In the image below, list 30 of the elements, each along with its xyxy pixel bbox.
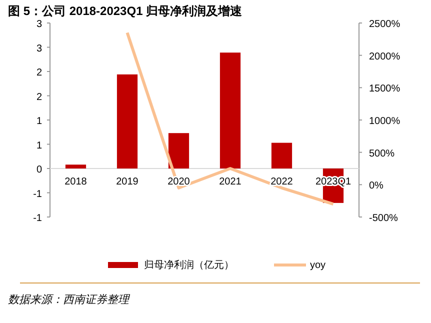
bar xyxy=(220,52,241,168)
source-note: 数据来源：西南证券整理 xyxy=(8,293,131,306)
y-tick-label: -1 xyxy=(33,188,42,200)
y2-tick-label: 1000% xyxy=(369,116,400,127)
y-tick-label: 0 xyxy=(36,164,42,176)
y2-tick-label: 2500% xyxy=(369,19,400,30)
x-tick-label: 2018 xyxy=(64,176,88,188)
y2-tick-label: 0% xyxy=(369,180,384,192)
legend-label: yoy xyxy=(310,260,326,271)
bar xyxy=(65,164,86,168)
y2-tick-label: -500% xyxy=(369,213,398,224)
y-tick-label: 3 xyxy=(36,19,42,30)
x-tick-label: 2019 xyxy=(116,176,139,188)
y2-tick-label: 1500% xyxy=(369,84,400,95)
x-tick-label: 2022 xyxy=(270,176,294,188)
bar xyxy=(271,142,292,168)
y-tick-label: 1 xyxy=(36,140,42,152)
y-tick-label: -1 xyxy=(33,213,42,224)
y-tick-label: 3 xyxy=(36,43,42,54)
legend-label: 归母净利润（亿元） xyxy=(144,259,234,271)
chart-title: 图 5：公司 2018-2023Q1 归母净利润及增速 xyxy=(8,4,244,18)
x-tick-label: 2021 xyxy=(219,176,242,188)
x-tick-label: 2020 xyxy=(168,176,190,188)
y2-tick-label: 2000% xyxy=(369,51,400,62)
y2-tick-label: 500% xyxy=(369,148,395,160)
y-tick-label: 1 xyxy=(36,116,42,127)
bar xyxy=(116,74,138,168)
y-tick-label: 2 xyxy=(36,68,42,78)
bar xyxy=(168,133,190,168)
y-tick-label: 2 xyxy=(36,92,42,103)
